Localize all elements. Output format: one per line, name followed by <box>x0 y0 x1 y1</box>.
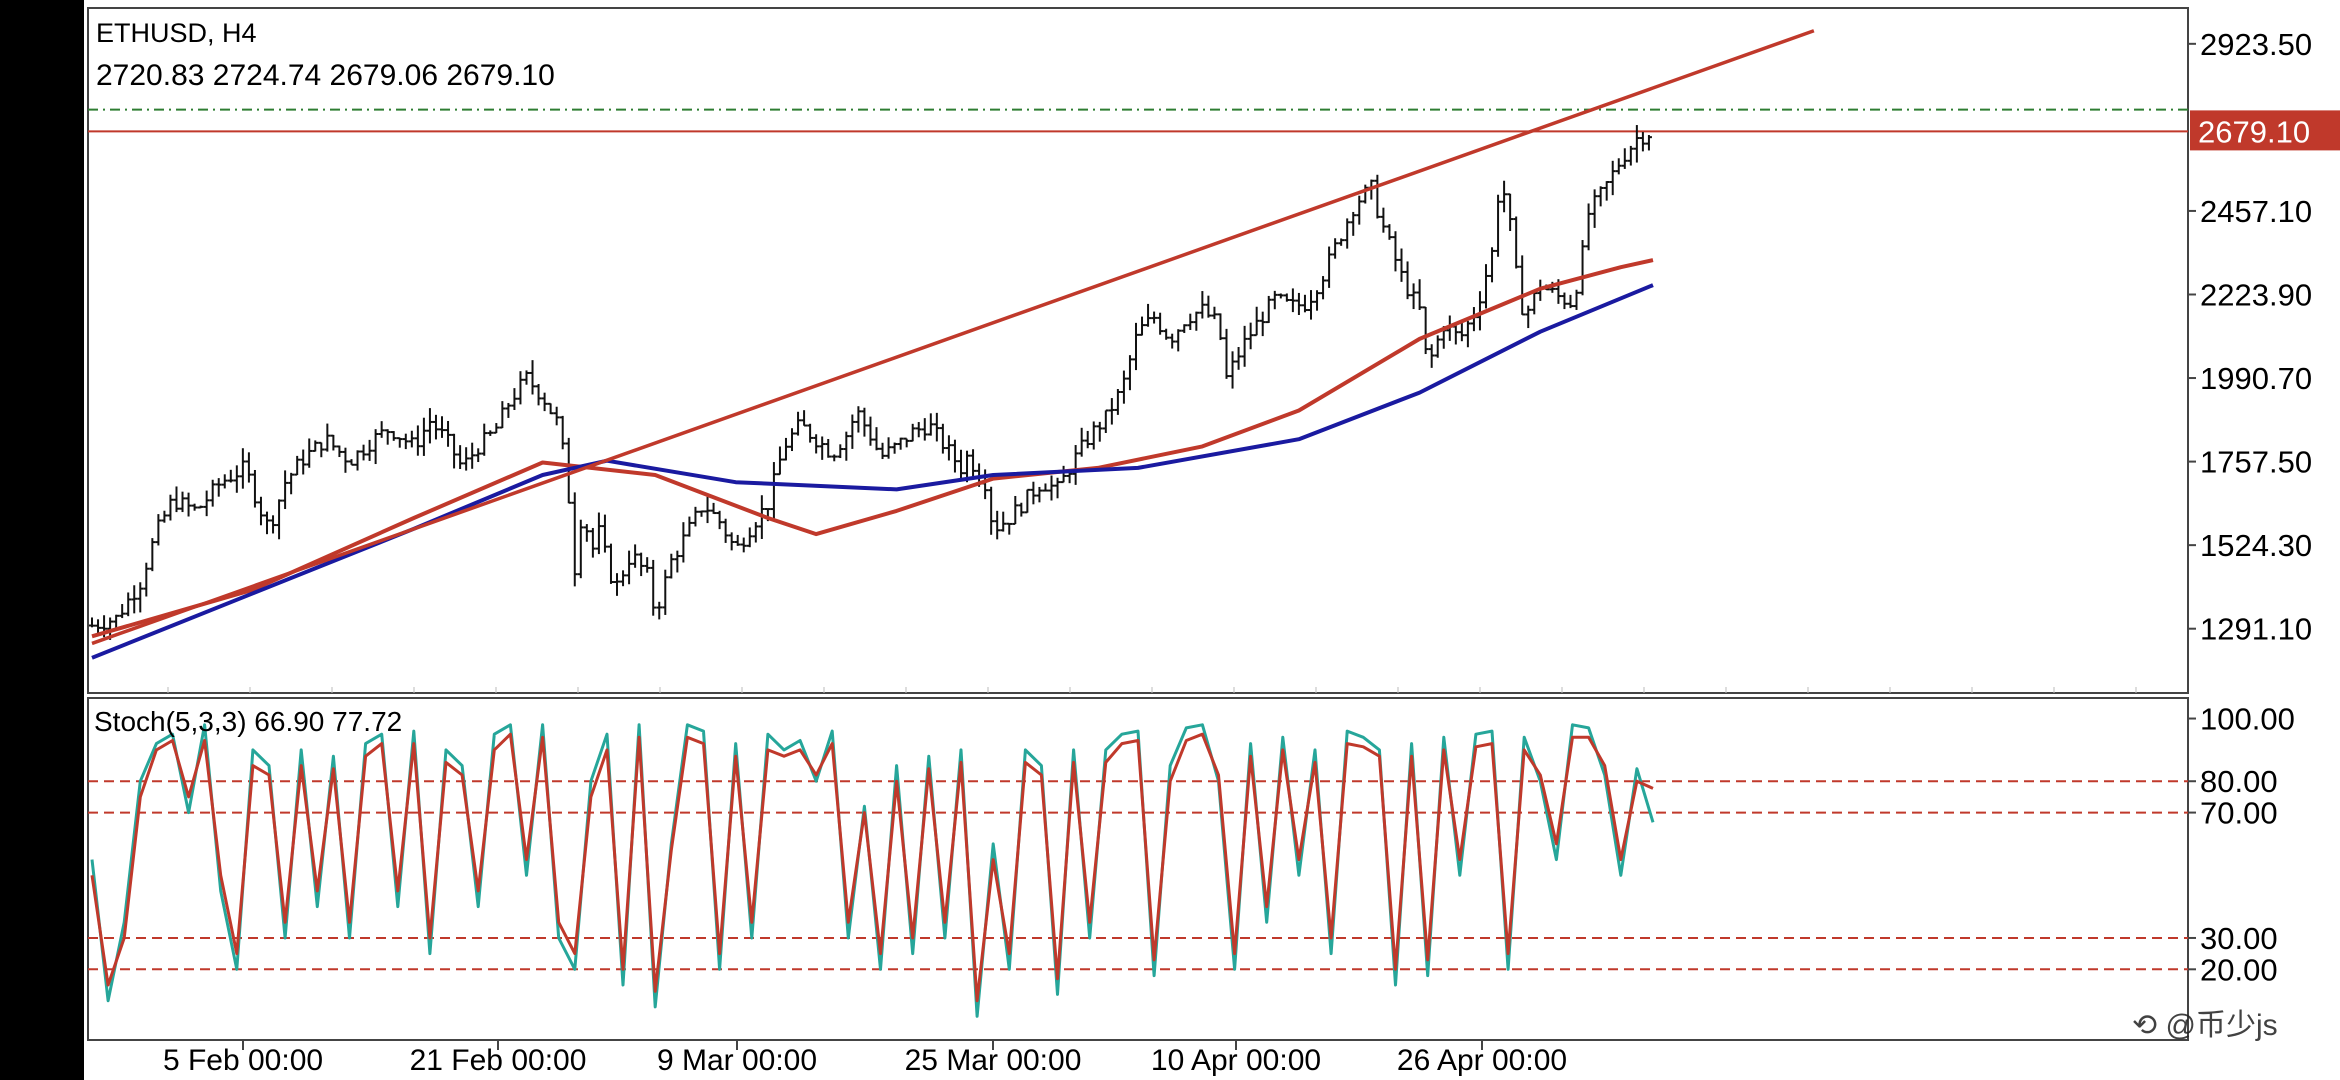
stoch-y-tick-label: 80.00 <box>2200 764 2278 799</box>
x-tick-label: 25 Mar 00:00 <box>905 1044 1082 1077</box>
y-tick-label: 2457.10 <box>2200 194 2312 229</box>
ohlc-readout: 2720.83 2724.74 2679.06 2679.10 <box>96 59 555 92</box>
main-pane-frame <box>87 7 2189 694</box>
symbol-label: ETHUSD, H4 <box>96 18 257 48</box>
y-tick-label: 1291.10 <box>2200 612 2312 647</box>
y-tick-label: 1990.70 <box>2200 361 2312 396</box>
stoch-y-tick-label: 100.00 <box>2200 702 2295 737</box>
x-tick-label: 21 Feb 00:00 <box>410 1044 587 1077</box>
x-tick-label: 26 Apr 00:00 <box>1397 1044 1567 1077</box>
stoch-title: Stoch(5,3,3) 66.90 77.72 <box>94 706 402 737</box>
trendline <box>91 29 1815 646</box>
x-tick-label: 9 Mar 00:00 <box>657 1044 817 1077</box>
current-price-label: 2679.10 <box>2198 114 2310 149</box>
stoch-signal-line <box>90 732 1654 1003</box>
stoch-y-tick-label: 30.00 <box>2200 921 2278 956</box>
x-tick-label: 10 Apr 00:00 <box>1151 1044 1321 1077</box>
candlesticks <box>89 125 1652 640</box>
watermark: ⟲ @币少js <box>2132 1000 2278 1044</box>
x-tick-label: 5 Feb 00:00 <box>163 1044 323 1077</box>
y-tick-label: 1524.30 <box>2200 528 2312 563</box>
current-price-box <box>2190 110 2340 151</box>
y-tick-label: 2223.90 <box>2200 277 2312 312</box>
y-tick-label: 1757.50 <box>2200 445 2312 480</box>
stoch-y-tick-label: 20.00 <box>2200 952 2278 987</box>
moving-average-red <box>91 258 1654 639</box>
y-tick-label: 2923.50 <box>2200 27 2312 62</box>
watermark-text: @币少js <box>2165 1009 2278 1042</box>
watermark-logo-icon: ⟲ <box>2132 1009 2158 1042</box>
stoch-y-tick-label: 70.00 <box>2200 796 2278 831</box>
left-black-bar <box>0 0 84 1080</box>
